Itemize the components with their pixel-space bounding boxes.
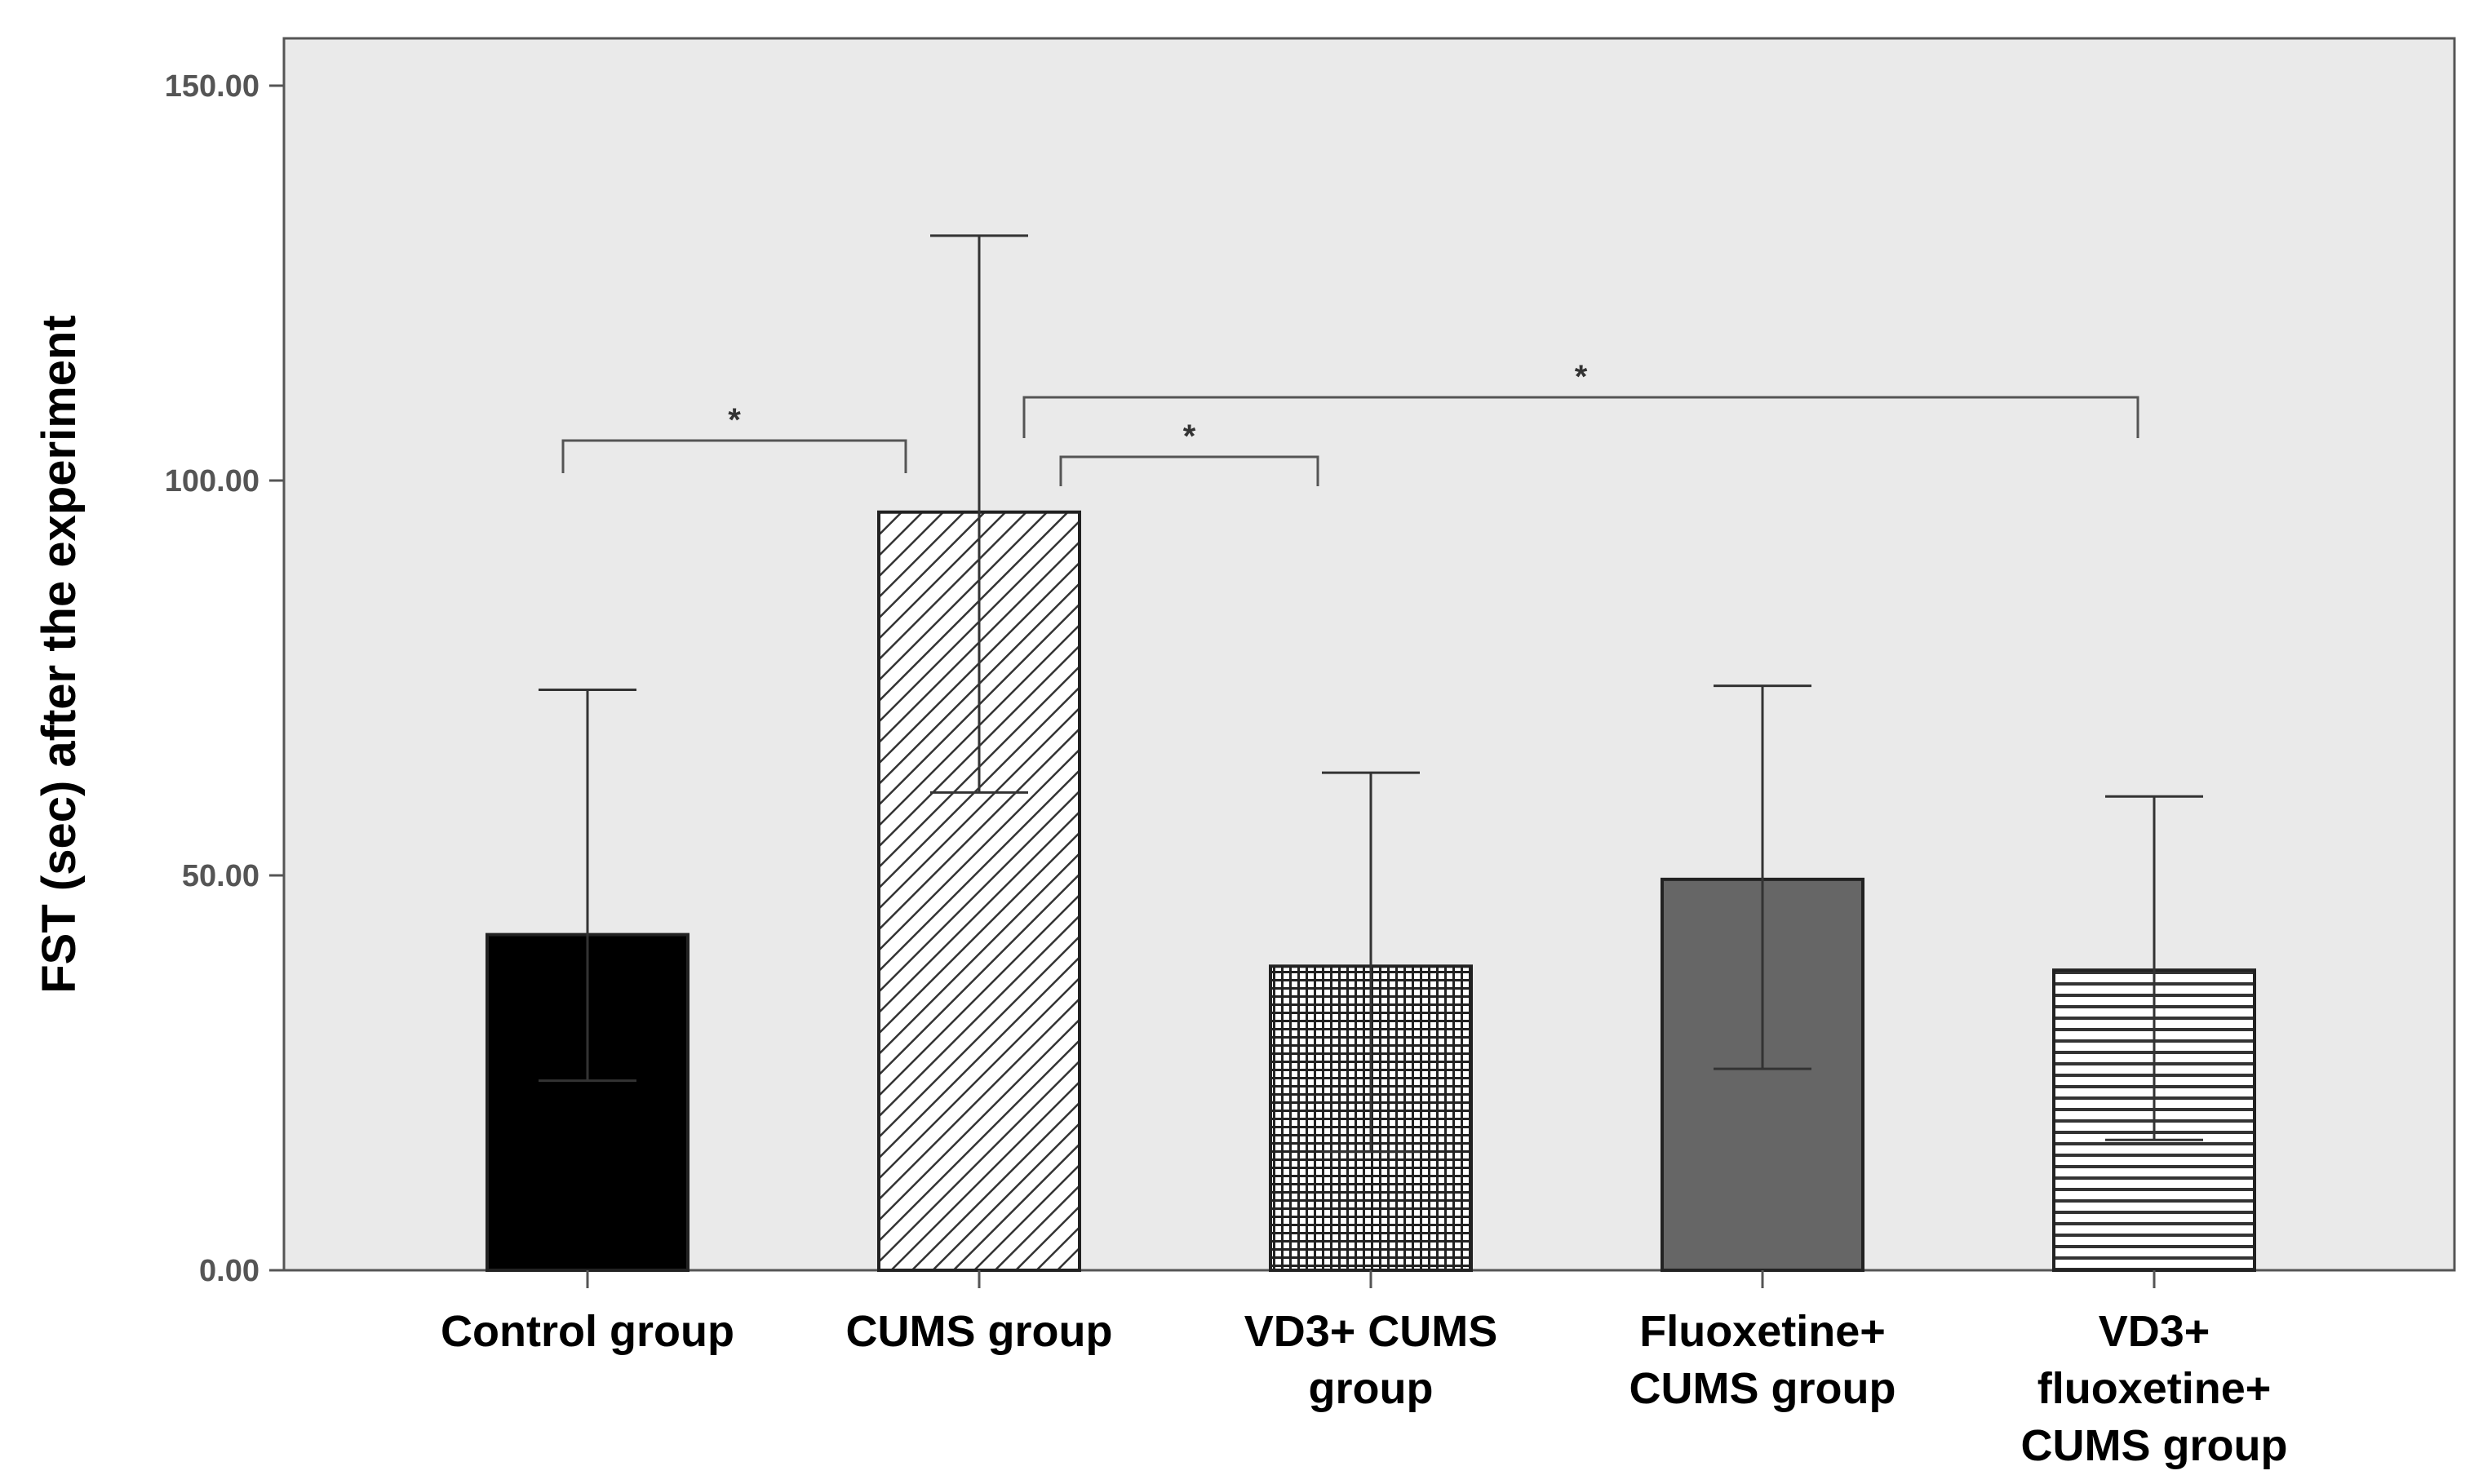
x-category-label: Control group	[441, 1307, 734, 1356]
significance-bracket	[1059, 455, 1319, 486]
error-bars	[539, 234, 2203, 1154]
x-axis-labels: Control group CUMS group VD3+ CUMS group Flu…	[441, 1270, 2287, 1470]
x-category-label: group	[1309, 1364, 1434, 1413]
x-category-label: CUMS group	[1629, 1364, 1896, 1413]
significance-marker: *	[728, 402, 741, 438]
x-category-label: VD3+	[2099, 1307, 2210, 1356]
y-tick-label: 0.00	[199, 1254, 259, 1288]
significance-bracket	[561, 439, 907, 473]
significance-bracket	[1022, 396, 2139, 438]
y-axis-title: FST (sec) after the experiment	[33, 315, 86, 994]
x-category-label: fluoxetine+	[2037, 1364, 2272, 1413]
y-axis: 0.00 50.00 100.00 150.00	[165, 69, 284, 1288]
x-category-label: CUMS group	[846, 1307, 1113, 1356]
y-tick-label: 100.00	[165, 464, 259, 498]
significance-marker: *	[1575, 359, 1588, 395]
y-tick-label: 150.00	[165, 69, 259, 104]
significance-brackets: * * *	[561, 359, 2139, 486]
significance-marker: *	[1183, 419, 1196, 454]
x-category-label: VD3+ CUMS	[1244, 1307, 1498, 1356]
x-category-label: Fluoxetine+	[1639, 1307, 1886, 1356]
y-tick-label: 50.00	[182, 859, 259, 893]
x-category-label: CUMS group	[2021, 1421, 2288, 1470]
